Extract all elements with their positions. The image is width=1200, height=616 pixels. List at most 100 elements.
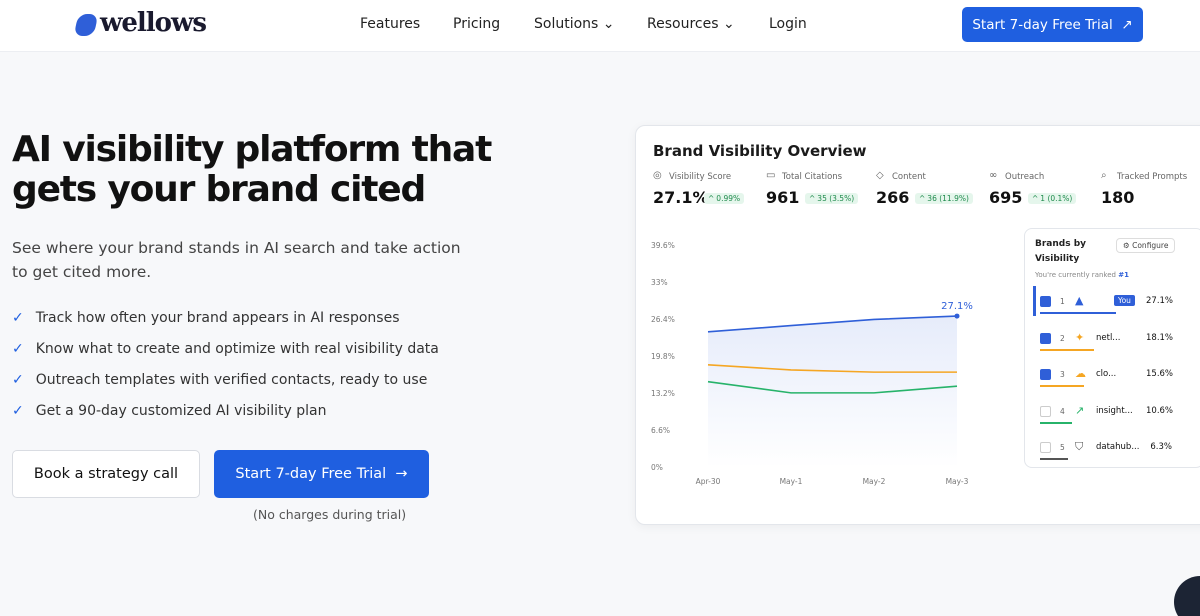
- checkbox[interactable]: [1040, 296, 1051, 307]
- brands-panel: [1024, 228, 1200, 468]
- metric-icon: ◇: [876, 170, 884, 181]
- rank: 2: [1060, 333, 1065, 343]
- nav-link[interactable]: Login: [769, 16, 807, 32]
- you-tag: You: [1114, 295, 1135, 306]
- nav-text: Solutions: [534, 16, 599, 32]
- brand-underline: [1040, 348, 1094, 351]
- rank: 1: [1060, 297, 1065, 306]
- nav-text: Resources: [647, 16, 719, 32]
- rank: 3: [1060, 370, 1065, 379]
- metric-icon: ▭: [766, 170, 776, 181]
- row-highlight: [1033, 286, 1036, 316]
- panel-title: Brands by Visibility: [1035, 239, 1087, 264]
- configure-button[interactable]: ⚙ Configure: [1116, 238, 1176, 253]
- metric-value: 961: [766, 188, 800, 207]
- rank: 4: [1060, 406, 1065, 416]
- cta-text: Start 7-day Free Trial: [972, 16, 1113, 33]
- brand-value: 18.1%: [1146, 332, 1174, 343]
- visibility-chart: 0% 6.6% 13.2% 19.8% 26.4% 33% 39.6% Apr-30 May-1…: [651, 241, 973, 486]
- checkbox[interactable]: [1040, 442, 1051, 453]
- feature-text: Outreach templates with verified contact…: [35, 372, 428, 388]
- rank: 5: [1060, 443, 1065, 452]
- y-tick-label: 19.8%: [651, 352, 675, 361]
- rank-text: You're currently ranked: [1035, 271, 1116, 279]
- arrow: ^: [708, 194, 715, 203]
- brand-underline: [1040, 421, 1072, 424]
- brand-value: 10.6%: [1146, 405, 1174, 416]
- arrow: ^: [809, 194, 816, 203]
- brand-name: insight...: [1096, 405, 1133, 416]
- nav-bar: wellows Features Pricing Solutions ⌄ Res…: [0, 0, 1200, 52]
- brand-value: 27.1%: [1146, 296, 1174, 306]
- x-tick-label: May-1: [780, 477, 803, 486]
- y-tick-label: 6.6%: [651, 426, 670, 435]
- brand-icon: ✦: [1075, 330, 1085, 344]
- brand-name: clo...: [1096, 369, 1117, 379]
- configure-text: Configure: [1132, 241, 1169, 250]
- area: [708, 316, 957, 468]
- data-label: 27.1%: [941, 301, 973, 312]
- chat-bubble[interactable]: [1174, 576, 1200, 616]
- metric-value: 180: [1101, 188, 1135, 207]
- subtitle: See where your brand stands in AI search…: [12, 239, 461, 281]
- feature-text: Get a 90-day customized AI visibility pl…: [35, 403, 327, 419]
- cta-button[interactable]: Start 7-day Free Trial ↗: [962, 7, 1143, 42]
- title-line: AI visibility platform that: [12, 129, 492, 170]
- brand-name: datahub...: [1096, 442, 1140, 452]
- brand-icon: ▲: [1075, 294, 1084, 307]
- point: [954, 313, 960, 319]
- brand-underline: [1040, 385, 1084, 387]
- metric-label: Total Citations: [782, 172, 843, 182]
- metric-change: ^ 36 (11.9%): [915, 193, 973, 204]
- checkbox[interactable]: [1040, 405, 1051, 417]
- arrow: ^: [1032, 194, 1039, 203]
- x-tick-label: Apr-30: [696, 477, 721, 486]
- brand-underline: [1040, 312, 1116, 314]
- brand-icon: ↗: [1075, 403, 1085, 417]
- rank-value: #1: [1118, 271, 1129, 279]
- metric-change: ^ 35 (3.5%): [805, 193, 859, 204]
- metric-icon: ∞: [989, 170, 998, 181]
- dashboard-title: Brand Visibility Overview: [653, 142, 867, 160]
- button-text: Start 7-day Free Trial: [235, 466, 387, 482]
- secondary-button[interactable]: Book a strategy call: [12, 450, 200, 498]
- metric-label: Outreach: [1005, 172, 1045, 182]
- logo[interactable]: wellows: [100, 8, 207, 38]
- x-tick-label: May-2: [863, 477, 886, 486]
- nav-link[interactable]: Pricing: [453, 16, 501, 32]
- metric-label: Content: [892, 172, 926, 182]
- checkbox[interactable]: [1040, 332, 1051, 344]
- metric-value: 27.1%: [653, 188, 709, 207]
- feature: ✓ Get a 90-day customized AI visibility p…: [12, 403, 327, 419]
- nav-link[interactable]: Resources ⌄: [647, 16, 735, 32]
- change-text: 36 (11.9%): [927, 194, 969, 203]
- change-text: 1 (0.1%): [1040, 194, 1073, 203]
- nav-link[interactable]: Features: [360, 16, 421, 32]
- brand-icon: ⛉: [1075, 440, 1084, 453]
- note: (No charges during trial): [253, 507, 407, 522]
- y-tick-label: 39.6%: [651, 241, 675, 250]
- y-tick-label: 0%: [651, 463, 663, 472]
- y-tick-label: 13.2%: [651, 389, 675, 398]
- change-text: 0.99%: [716, 194, 741, 203]
- metric-label: Visibility Score: [669, 172, 732, 182]
- metric-icon: ◎: [653, 170, 662, 181]
- brand-value: 15.6%: [1146, 369, 1174, 379]
- primary-button[interactable]: Start 7-day Free Trial →: [214, 450, 429, 498]
- nav-link[interactable]: Solutions ⌄: [534, 16, 615, 32]
- metric-icon: ⌕: [1101, 170, 1107, 181]
- x-tick-label: May-3: [946, 477, 969, 486]
- logo-icon: [73, 14, 99, 36]
- brand-icon: ☁: [1075, 367, 1086, 380]
- brand-underline: [1040, 458, 1068, 460]
- arrow: ^: [919, 194, 926, 203]
- metric-value: 695: [989, 188, 1023, 207]
- checkbox[interactable]: [1040, 369, 1051, 380]
- feature: ✓ Track how often your brand appears in A…: [12, 310, 400, 326]
- line: [707, 364, 957, 373]
- brand-name: netl...: [1096, 332, 1121, 343]
- line: [707, 380, 958, 394]
- line: [707, 315, 958, 333]
- feature: ✓ Outreach templates with verified contac…: [12, 372, 428, 388]
